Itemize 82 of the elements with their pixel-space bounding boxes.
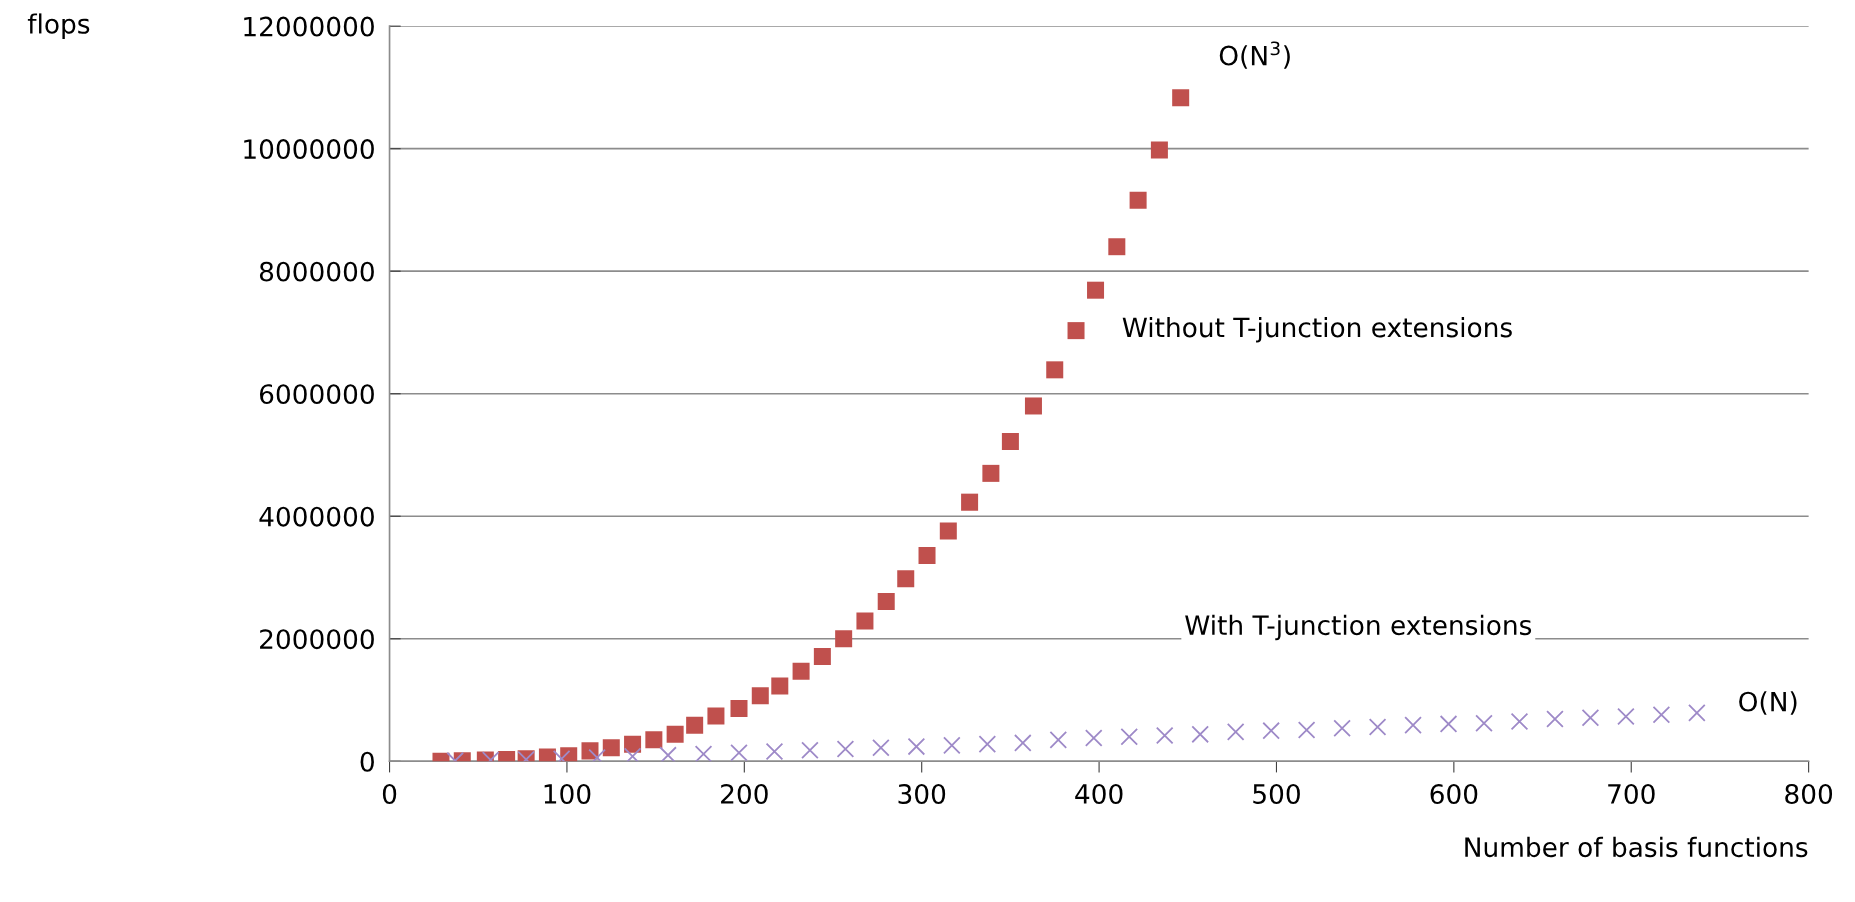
point — [813, 648, 831, 666]
point — [872, 738, 890, 757]
point — [1475, 714, 1493, 733]
point — [1262, 721, 1280, 740]
y-tick-label: 8000000 — [259, 261, 374, 282]
point — [707, 707, 725, 725]
x-tick-label: 200 — [721, 783, 768, 804]
point — [1368, 718, 1387, 736]
point — [1155, 726, 1174, 745]
point — [730, 700, 748, 718]
x-tick-label: 300 — [898, 783, 946, 804]
y-tick-label: 12000000 — [244, 16, 374, 37]
y-tick-label: 10000000 — [244, 139, 374, 160]
point — [623, 747, 642, 762]
point — [659, 746, 677, 762]
point — [897, 570, 915, 588]
point — [1297, 721, 1316, 739]
x-tick-label: 800 — [1785, 783, 1833, 804]
point — [1024, 397, 1042, 415]
point — [792, 662, 810, 680]
point — [1001, 433, 1019, 451]
x-tick-label: 400 — [1075, 783, 1123, 804]
point — [1087, 281, 1105, 299]
point — [645, 731, 663, 749]
annotation: O(N$^{3}$) — [1219, 41, 1290, 69]
point — [751, 687, 769, 705]
y-tick-label: 2000000 — [260, 629, 374, 650]
point — [1172, 89, 1190, 107]
point — [581, 742, 599, 760]
point — [694, 745, 713, 762]
point — [686, 716, 704, 734]
point — [1546, 710, 1564, 728]
point — [939, 522, 957, 540]
text: flops — [27, 13, 90, 39]
point — [856, 612, 874, 630]
point — [765, 742, 784, 761]
point — [1150, 141, 1168, 159]
point — [1046, 361, 1064, 379]
text: With T-junction extensions — [1185, 614, 1532, 641]
point — [1226, 723, 1245, 741]
point — [836, 740, 855, 758]
point — [730, 743, 748, 762]
point — [978, 735, 997, 753]
point — [1120, 727, 1139, 746]
point — [877, 592, 895, 610]
point — [1652, 705, 1671, 724]
point — [943, 736, 961, 755]
point — [624, 735, 642, 753]
point — [1049, 731, 1068, 749]
point — [1067, 322, 1085, 340]
point — [1581, 708, 1600, 727]
x-tick-label: 100 — [544, 783, 591, 804]
x-tick-label: 500 — [1253, 783, 1300, 804]
y-tick-label: 4000000 — [259, 506, 374, 527]
point — [961, 493, 979, 511]
y-tick-label: 0 — [360, 751, 374, 772]
point — [1333, 719, 1351, 738]
x-tick-label: 0 — [382, 783, 397, 804]
point — [1084, 729, 1103, 747]
point — [1688, 704, 1706, 722]
point — [1108, 238, 1126, 256]
point — [1510, 712, 1529, 731]
point — [1013, 734, 1032, 752]
point — [907, 737, 926, 756]
x-tick-label: 700 — [1608, 783, 1655, 804]
point — [771, 677, 789, 695]
point — [1404, 716, 1422, 734]
point — [1439, 715, 1458, 733]
x-tick-label: 600 — [1430, 783, 1478, 804]
point — [982, 464, 1000, 482]
point — [666, 725, 684, 743]
point — [1129, 191, 1147, 209]
point — [1617, 707, 1635, 726]
point — [835, 630, 853, 648]
annotation: O(N) — [1739, 691, 1797, 715]
point — [1191, 725, 1210, 744]
point — [602, 739, 620, 757]
y-tick-label: 6000000 — [259, 384, 374, 405]
series-label: Without T-junction extensions — [1122, 317, 1512, 343]
point — [918, 546, 936, 564]
point — [801, 741, 819, 760]
x-axis-title: Number of basis functions — [1465, 836, 1808, 858]
